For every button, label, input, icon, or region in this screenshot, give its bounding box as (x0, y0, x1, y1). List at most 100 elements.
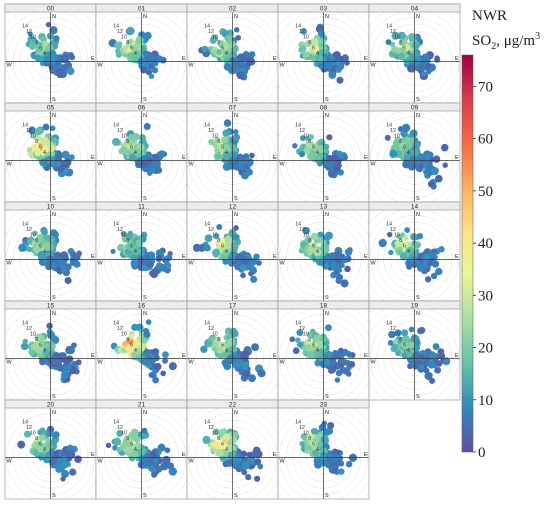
concentration-cell (254, 475, 261, 482)
west-label: W (280, 162, 286, 168)
concentration-field (289, 324, 356, 383)
ring-speed-label: 14 (204, 419, 210, 425)
west-label: W (371, 63, 377, 69)
concentration-cell (435, 267, 443, 276)
north-label: N (52, 410, 56, 416)
ring-speed-label: 6 (403, 144, 406, 150)
concentration-cell (216, 224, 223, 230)
south-label: S (416, 295, 420, 301)
concentration-cell (128, 333, 134, 340)
concentration-field (108, 26, 167, 80)
ring-speed-label: 4 (407, 348, 410, 354)
ring-speed-label: 12 (26, 425, 32, 431)
concentration-cell (345, 460, 353, 468)
concentration-cell (216, 139, 224, 147)
concentration-cell (61, 63, 69, 71)
concentration-cell (424, 154, 431, 161)
concentration-cell (317, 55, 325, 63)
ring-speed-label: 14 (113, 221, 119, 227)
panel-hour-label: 09 (411, 105, 419, 112)
concentration-cell (378, 238, 387, 248)
concentration-cell (134, 437, 141, 444)
concentration-cell (308, 134, 314, 140)
concentration-cell (237, 53, 246, 62)
east-label: E (273, 353, 277, 359)
concentration-cell (336, 76, 344, 84)
concentration-cell (135, 352, 142, 360)
concentration-cell (401, 329, 409, 337)
concentration-cell (152, 60, 159, 67)
concentration-cell (153, 362, 162, 371)
concentration-cell (35, 440, 42, 447)
colorbar-tick-label: 40 (478, 236, 493, 252)
concentration-cell (245, 59, 253, 67)
north-label: N (234, 311, 238, 317)
concentration-cell (28, 349, 36, 356)
concentration-cell (256, 260, 262, 266)
panel-hour-label: 23 (320, 402, 328, 409)
concentration-cell (67, 346, 76, 355)
concentration-cell (60, 476, 66, 482)
concentration-cell (296, 341, 304, 348)
east-label: E (182, 155, 186, 161)
concentration-cell (440, 143, 449, 152)
concentration-cell (300, 433, 308, 440)
concentration-cell (338, 468, 345, 475)
concentration-cell (161, 351, 169, 359)
concentration-cell (401, 123, 411, 133)
concentration-cell (114, 42, 121, 49)
concentration-cell (429, 377, 436, 384)
ring-speed-label: 10 (30, 430, 36, 436)
panel-hour-label: 15 (47, 303, 55, 310)
ring-speed-label: 10 (303, 34, 309, 40)
ring-speed-label: 14 (295, 419, 301, 425)
concentration-cell (221, 136, 229, 144)
panel-hour-label: 14 (411, 204, 419, 211)
concentration-cell (392, 139, 401, 147)
concentration-cell (321, 158, 327, 164)
concentration-cell (407, 64, 415, 73)
ring-speed-label: 10 (394, 232, 400, 238)
concentration-cell (389, 150, 398, 159)
concentration-cell (138, 449, 146, 456)
ring-speed-label: 12 (208, 425, 214, 431)
concentration-cell (384, 134, 391, 141)
concentration-cell (30, 343, 38, 351)
ring-speed-label: 4 (225, 348, 228, 354)
concentration-cell (390, 345, 397, 352)
north-label: N (325, 311, 329, 317)
ring-speed-label: 6 (312, 144, 315, 150)
concentration-cell (113, 437, 122, 446)
panel-hour-label: 17 (229, 303, 237, 310)
concentration-cell (323, 428, 331, 436)
concentration-cell (246, 457, 252, 464)
panel-hour-label: 03 (320, 6, 328, 13)
concentration-cell (406, 246, 414, 255)
concentration-cell (388, 330, 396, 339)
concentration-cell (250, 275, 258, 283)
concentration-cell (246, 158, 254, 166)
concentration-cell (45, 452, 53, 460)
concentration-cell (131, 323, 139, 331)
east-label: E (273, 155, 277, 161)
concentration-cell (233, 225, 239, 231)
concentration-cell (434, 174, 443, 183)
concentration-cell (198, 244, 206, 252)
concentration-cell (143, 55, 151, 63)
concentration-cell (142, 50, 149, 57)
concentration-cell (299, 45, 307, 53)
concentration-cell (254, 458, 262, 466)
west-label: W (371, 360, 377, 366)
ring-speed-label: 6 (39, 441, 42, 447)
concentration-cell (418, 364, 425, 370)
concentration-cell (115, 51, 122, 58)
ring-speed-label: 12 (390, 326, 396, 332)
ring-speed-label: 10 (30, 331, 36, 337)
ring-speed-label: 12 (117, 425, 123, 431)
ring-speed-label: 4 (43, 150, 46, 156)
ring-speed-label: 12 (299, 227, 305, 233)
concentration-cell (399, 252, 408, 261)
west-label: W (189, 360, 195, 366)
concentration-cell (117, 243, 125, 252)
